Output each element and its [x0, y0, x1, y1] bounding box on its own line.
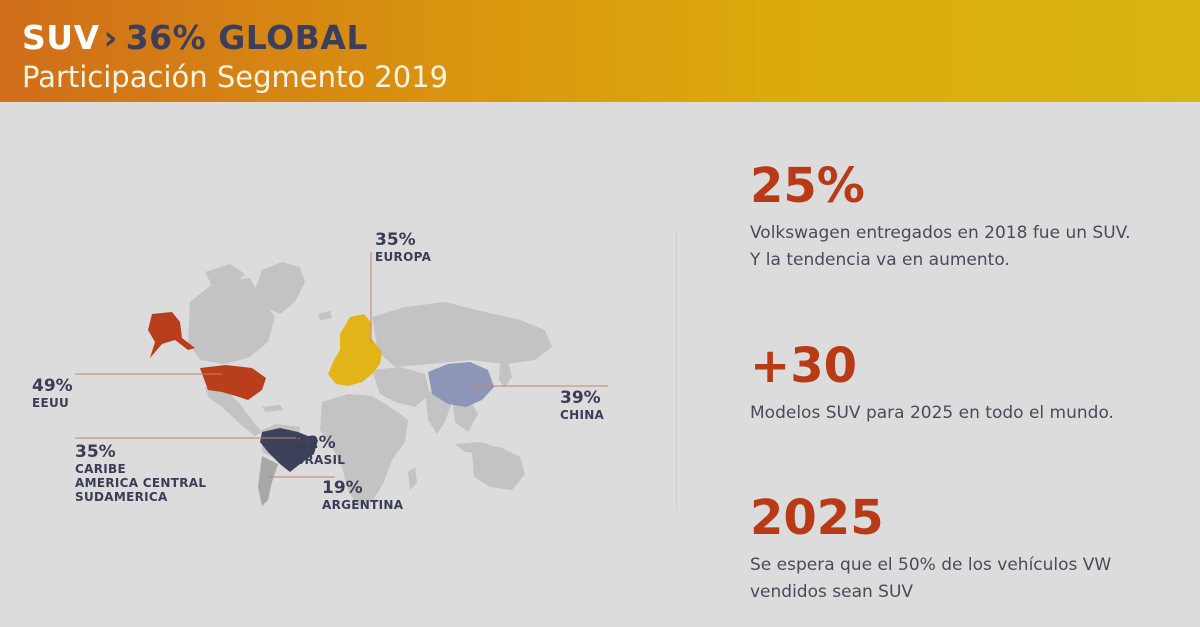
brasil-name: BRASIL — [295, 453, 346, 467]
china-name: CHINA — [560, 408, 605, 422]
vertical-divider — [676, 230, 677, 510]
stat-line: Volkswagen entregados en 2018 fue un SUV… — [750, 223, 1131, 243]
europe-shape — [328, 314, 382, 386]
canada-shape — [188, 278, 275, 364]
australia-shape — [472, 447, 525, 490]
japan-shape — [499, 360, 512, 387]
label-china: 39% CHINA — [560, 388, 605, 422]
stat-value-suv-share: 25% — [750, 158, 865, 214]
chevron-right-icon: › — [103, 18, 118, 57]
header-banner: SUV › 36% GLOBAL Participación Segmento 20… — [0, 0, 1200, 102]
caribbean-shape — [262, 405, 283, 412]
brasil-percent: 22% — [295, 433, 336, 453]
leader-lines — [75, 252, 608, 478]
stat-block-2025: 2025 Se espera que el 50% de los vehícul… — [750, 494, 1111, 606]
argentina-shape — [258, 456, 278, 506]
russia-shape — [372, 302, 552, 367]
europa-percent: 35% — [375, 230, 416, 250]
label-argentina: 19% ARGENTINA — [322, 478, 404, 512]
world-map-panel: 35% EUROPA 49% EEUU 39% CHINA 35% CARIBE… — [0, 102, 680, 627]
china-shape — [428, 362, 494, 407]
stat-description-2025: Se espera que el 50% de los vehículos VW… — [750, 552, 1111, 606]
header-subtitle: Participación Segmento 2019 — [22, 60, 449, 94]
middle-east-shape — [372, 367, 430, 407]
greenland-shape — [255, 262, 305, 314]
stat-value-2025: 2025 — [750, 490, 884, 546]
stat-line: Modelos SUV para 2025 en todo el mundo. — [750, 403, 1114, 423]
title-suv: SUV — [22, 18, 100, 57]
alaska-shape — [148, 312, 195, 358]
eeuu-percent: 49% — [32, 376, 73, 396]
madagascar-shape — [408, 467, 417, 490]
label-eeuu: 49% EEUU — [32, 376, 73, 410]
label-caribe: 35% CARIBE AMERICA CENTRAL SUDAMERICA — [75, 442, 207, 504]
caribe-percent: 35% — [75, 442, 116, 462]
stat-description-suv-models: Modelos SUV para 2025 en todo el mundo. — [750, 400, 1114, 427]
stat-line: Y la tendencia va en aumento. — [750, 250, 1010, 270]
stat-description-suv-share: Volkswagen entregados en 2018 fue un SUV… — [750, 220, 1130, 274]
africa-shape — [320, 394, 408, 507]
brazil-shape — [260, 428, 318, 472]
world-map — [75, 252, 608, 507]
caribe-name-line1: CARIBE — [75, 462, 126, 476]
stat-value-suv-models: +30 — [750, 338, 858, 394]
label-europa: 35% EUROPA — [375, 230, 432, 264]
stat-block-suv-share: 25% Volkswagen entregados en 2018 fue un… — [750, 162, 1130, 274]
stat-block-suv-models: +30 Modelos SUV para 2025 en todo el mun… — [750, 342, 1114, 427]
stat-line: vendidos sean SUV — [750, 582, 914, 602]
china-percent: 39% — [560, 388, 601, 408]
argentina-name: ARGENTINA — [322, 498, 404, 512]
mexico-shape — [205, 387, 262, 436]
argentina-percent: 19% — [322, 478, 363, 498]
title-global-share: 36% GLOBAL — [125, 18, 368, 57]
map-land — [188, 262, 552, 507]
caribe-name-line3: SUDAMERICA — [75, 490, 168, 504]
arctic-islands-shape — [205, 264, 245, 286]
eeuu-name: EEUU — [32, 396, 70, 410]
header-title: SUV › 36% GLOBAL — [22, 18, 368, 58]
iceland-shape — [318, 311, 332, 320]
caribe-name-line2: AMERICA CENTRAL — [75, 476, 207, 490]
label-brasil: 22% BRASIL — [295, 433, 346, 467]
stat-line: Se espera que el 50% de los vehículos VW — [750, 555, 1112, 575]
europa-name: EUROPA — [375, 250, 432, 264]
